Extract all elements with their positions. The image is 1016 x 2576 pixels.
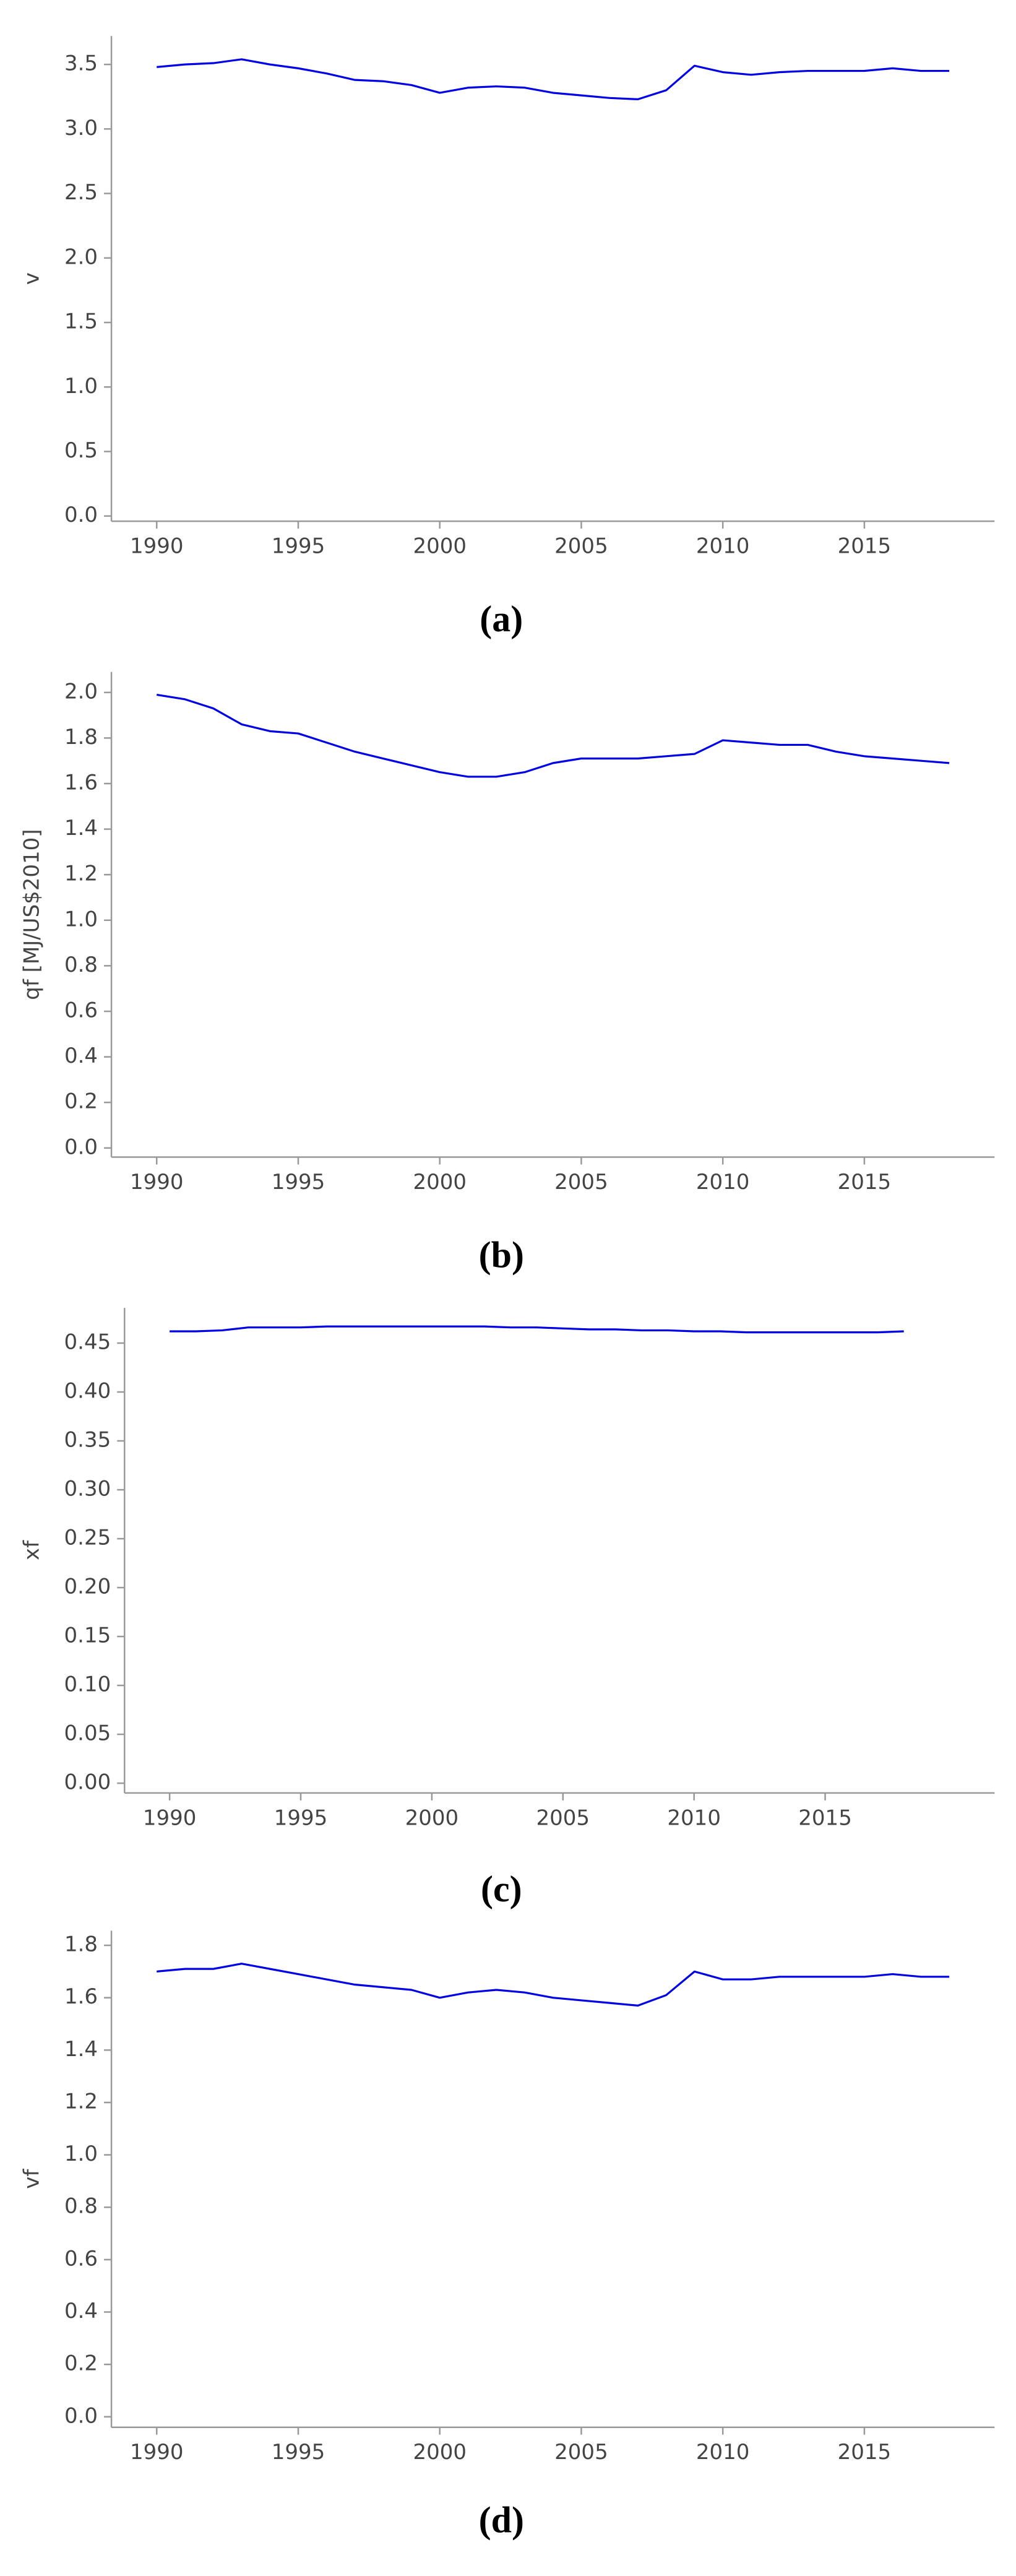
y-tick-label: 0.15 <box>64 1623 111 1648</box>
y-tick-label: 0.2 <box>64 1089 98 1114</box>
y-tick-label: 1.2 <box>64 2089 98 2114</box>
y-tick-label: 0.25 <box>64 1526 111 1550</box>
data-line <box>157 1963 950 2007</box>
x-tick-label: 1995 <box>274 1805 328 1830</box>
y-axis-label: vf <box>19 2168 44 2189</box>
y-tick-label: 1.0 <box>64 374 98 399</box>
x-tick-label: 2005 <box>554 534 608 559</box>
y-tick-label: 0.5 <box>64 438 98 463</box>
x-tick-label: 2015 <box>798 1805 852 1830</box>
y-tick-label: 1.4 <box>64 2037 98 2062</box>
x-tick-label: 2015 <box>838 2440 892 2465</box>
y-tick-label: 0.00 <box>64 1770 111 1795</box>
x-tick-label: 2010 <box>696 2440 750 2465</box>
x-tick-label: 1990 <box>130 1170 184 1195</box>
x-tick-label: 2000 <box>413 534 467 559</box>
x-tick-label: 2015 <box>838 534 892 559</box>
y-tick-label: 0.6 <box>64 2246 98 2271</box>
y-tick-label: 0.0 <box>64 1135 98 1159</box>
y-tick-label: 0.45 <box>64 1329 111 1354</box>
y-tick-label: 1.0 <box>64 907 98 931</box>
caption: (c) <box>481 1869 522 1909</box>
x-tick-label: 2000 <box>405 1805 459 1830</box>
data-line <box>170 1325 904 1334</box>
x-tick-label: 2010 <box>696 534 750 559</box>
y-tick-label: 2.5 <box>64 180 98 205</box>
y-tick-label: 1.6 <box>64 1984 98 2009</box>
x-tick-label: 2010 <box>667 1805 721 1830</box>
y-tick-label: 1.4 <box>64 816 98 841</box>
y-tick-label: 0.10 <box>64 1672 111 1697</box>
y-tick-label: 3.5 <box>64 51 98 76</box>
y-axis-label: qf [MJ/US$2010] <box>19 829 44 1000</box>
y-tick-label: 1.8 <box>64 1932 98 1957</box>
x-tick-label: 2005 <box>554 2440 608 2465</box>
y-tick-label: 0.0 <box>64 2403 98 2428</box>
y-tick-label: 1.2 <box>64 862 98 886</box>
x-tick-label: 1990 <box>143 1805 197 1830</box>
caption: (d) <box>479 2500 524 2541</box>
x-tick-label: 2015 <box>838 1170 892 1195</box>
y-tick-label: 0.2 <box>64 2351 98 2376</box>
y-tick-label: 0.8 <box>64 2194 98 2219</box>
y-tick-label: 0.8 <box>64 953 98 977</box>
x-tick-label: 2000 <box>413 2440 467 2465</box>
y-tick-label: 1.8 <box>64 725 98 750</box>
y-tick-label: 0.30 <box>64 1477 111 1502</box>
y-tick-label: 3.0 <box>64 116 98 140</box>
x-tick-label: 2000 <box>413 1170 467 1195</box>
caption: (a) <box>480 599 523 639</box>
y-tick-label: 2.0 <box>64 679 98 704</box>
caption: (b) <box>479 1234 524 1275</box>
data-line <box>157 58 950 100</box>
y-tick-label: 0.0 <box>64 503 98 527</box>
x-tick-label: 2005 <box>554 1170 608 1195</box>
y-tick-label: 0.20 <box>64 1575 111 1599</box>
y-tick-label: 0.4 <box>64 1044 98 1068</box>
y-tick-label: 0.35 <box>64 1428 111 1453</box>
y-tick-label: 0.4 <box>64 2299 98 2323</box>
x-tick-label: 1995 <box>272 534 325 559</box>
x-tick-label: 1995 <box>272 2440 325 2465</box>
y-tick-label: 1.5 <box>64 309 98 334</box>
x-tick-label: 1990 <box>130 534 184 559</box>
y-tick-label: 0.40 <box>64 1379 111 1404</box>
y-axis-label: xf <box>19 1540 44 1560</box>
x-tick-label: 2010 <box>696 1170 750 1195</box>
y-tick-label: 1.6 <box>64 770 98 795</box>
y-tick-label: 0.05 <box>64 1721 111 1746</box>
x-tick-label: 1995 <box>272 1170 325 1195</box>
y-tick-label: 2.0 <box>64 244 98 269</box>
y-tick-label: 0.6 <box>64 998 98 1022</box>
y-axis-label: v <box>19 272 44 285</box>
x-tick-label: 1990 <box>130 2440 184 2465</box>
x-tick-label: 2005 <box>536 1805 590 1830</box>
data-line <box>157 693 950 778</box>
y-tick-label: 1.0 <box>64 2142 98 2166</box>
